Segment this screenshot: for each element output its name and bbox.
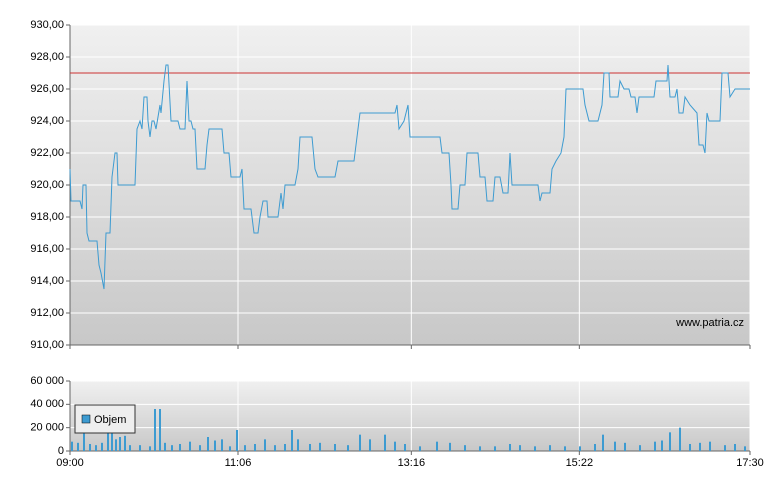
volume-bar bbox=[199, 445, 201, 451]
volume-bar bbox=[189, 441, 191, 451]
volume-bar bbox=[359, 434, 361, 451]
volume-bar bbox=[347, 445, 349, 451]
volume-bar bbox=[101, 442, 103, 451]
volume-bar bbox=[264, 439, 266, 451]
x-tick-label: 17:30 bbox=[736, 457, 764, 469]
y-tick-label: 920,00 bbox=[30, 179, 64, 191]
volume-bar bbox=[404, 444, 406, 451]
y-tick-label: 930,00 bbox=[30, 19, 64, 31]
x-tick-label: 11:06 bbox=[225, 457, 252, 469]
y-tick-label: 916,00 bbox=[30, 243, 64, 255]
volume-bar bbox=[436, 441, 438, 451]
volume-bar bbox=[449, 442, 451, 451]
volume-bar bbox=[89, 444, 91, 451]
volume-bar bbox=[107, 433, 109, 451]
volume-bar bbox=[654, 441, 656, 451]
x-tick-label: 13:16 bbox=[398, 457, 426, 469]
volume-plot-area bbox=[70, 381, 750, 451]
volume-bar bbox=[744, 446, 746, 451]
y-tick-label: 910,00 bbox=[30, 339, 64, 351]
volume-bar bbox=[124, 435, 126, 451]
volume-bar bbox=[594, 444, 596, 451]
y-tick-label: 0 bbox=[58, 445, 64, 457]
y-tick-label: 918,00 bbox=[30, 211, 64, 223]
volume-bar bbox=[494, 446, 496, 451]
volume-bar bbox=[419, 446, 421, 451]
volume-bar bbox=[95, 445, 97, 451]
volume-bar bbox=[661, 440, 663, 451]
x-tick-label: 09:00 bbox=[56, 457, 84, 469]
volume-bar bbox=[549, 445, 551, 451]
legend-label: Objem bbox=[94, 414, 126, 426]
volume-bar bbox=[214, 440, 216, 451]
y-tick-label: 914,00 bbox=[30, 275, 64, 287]
volume-bar bbox=[602, 434, 604, 451]
volume-bar bbox=[111, 427, 113, 451]
volume-bar bbox=[77, 442, 79, 451]
volume-bar bbox=[83, 427, 85, 451]
price-line bbox=[69, 64, 750, 290]
volume-bar bbox=[614, 441, 616, 451]
volume-bar bbox=[139, 445, 141, 451]
volume-bar bbox=[149, 446, 151, 451]
volume-bar bbox=[384, 434, 386, 451]
volume-bar bbox=[699, 442, 701, 451]
volume-bar bbox=[274, 445, 276, 451]
volume-bar bbox=[369, 439, 371, 451]
y-tick-label: 928,00 bbox=[30, 51, 64, 63]
volume-bar bbox=[479, 446, 481, 451]
volume-bar bbox=[679, 427, 681, 451]
volume-bar bbox=[689, 444, 691, 451]
volume-bar bbox=[724, 445, 726, 451]
watermark: www.patria.cz bbox=[675, 317, 744, 329]
volume-bar bbox=[534, 446, 536, 451]
volume-bar bbox=[159, 409, 161, 451]
volume-bar bbox=[164, 442, 166, 451]
volume-bar bbox=[284, 444, 286, 451]
volume-bar bbox=[171, 445, 173, 451]
volume-bar bbox=[229, 446, 231, 451]
volume-bar bbox=[179, 444, 181, 451]
volume-bar bbox=[734, 444, 736, 451]
volume-bar bbox=[297, 439, 299, 451]
volume-bar bbox=[624, 442, 626, 451]
y-tick-label: 20 000 bbox=[30, 422, 64, 434]
y-tick-label: 40 000 bbox=[30, 398, 64, 410]
y-tick-label: 60 000 bbox=[30, 375, 64, 387]
volume-bar bbox=[579, 446, 581, 451]
y-tick-label: 924,00 bbox=[30, 115, 64, 127]
legend-swatch bbox=[81, 414, 91, 424]
volume-bar bbox=[709, 441, 711, 451]
volume-bar bbox=[221, 439, 223, 451]
volume-bar bbox=[291, 430, 293, 451]
volume-bar bbox=[639, 445, 641, 451]
volume-bar bbox=[519, 445, 521, 451]
volume-bar bbox=[236, 430, 238, 451]
volume-bar bbox=[319, 442, 321, 451]
volume-bar bbox=[207, 437, 209, 451]
volume-bar bbox=[509, 444, 511, 451]
volume-bar bbox=[394, 441, 396, 451]
volume-bar bbox=[464, 445, 466, 451]
y-tick-label: 926,00 bbox=[30, 83, 64, 95]
y-tick-label: 912,00 bbox=[30, 307, 64, 319]
volume-bar bbox=[71, 441, 73, 451]
volume-bar bbox=[669, 432, 671, 451]
y-tick-label: 922,00 bbox=[30, 147, 64, 159]
volume-bar bbox=[564, 446, 566, 451]
volume-bar bbox=[154, 409, 156, 451]
volume-bar bbox=[334, 444, 336, 451]
volume-bar bbox=[115, 439, 117, 451]
x-tick-label: 15:22 bbox=[566, 457, 594, 469]
volume-bar bbox=[119, 437, 121, 451]
volume-bar bbox=[244, 445, 246, 451]
volume-bar bbox=[129, 445, 131, 451]
volume-bar bbox=[254, 444, 256, 451]
volume-bar bbox=[309, 444, 311, 451]
